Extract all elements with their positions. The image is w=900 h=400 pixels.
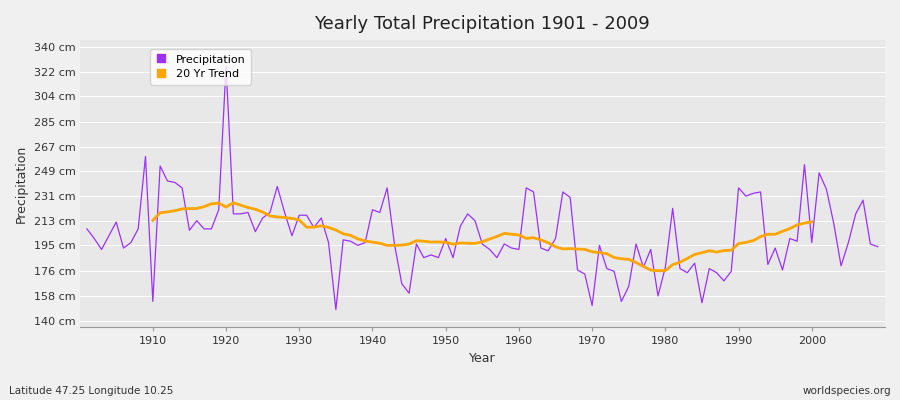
20 Yr Trend xyxy=(323,225,334,230)
Precipitation xyxy=(220,64,231,68)
20 Yr Trend xyxy=(799,221,810,226)
20 Yr Trend xyxy=(652,268,663,273)
20 Yr Trend xyxy=(309,225,320,230)
X-axis label: Year: Year xyxy=(469,352,496,365)
Line: 20 Yr Trend: 20 Yr Trend xyxy=(153,203,812,271)
20 Yr Trend xyxy=(718,248,729,253)
Text: worldspecies.org: worldspecies.org xyxy=(803,386,891,396)
Legend: Precipitation, 20 Yr Trend: Precipitation, 20 Yr Trend xyxy=(150,48,251,84)
Precipitation xyxy=(872,244,883,249)
Line: Precipitation: Precipitation xyxy=(87,66,878,310)
Title: Yearly Total Precipitation 1901 - 2009: Yearly Total Precipitation 1901 - 2009 xyxy=(314,15,650,33)
20 Yr Trend xyxy=(228,200,238,205)
Precipitation xyxy=(330,307,341,312)
20 Yr Trend xyxy=(148,218,158,223)
Precipitation xyxy=(360,240,371,245)
20 Yr Trend xyxy=(806,220,817,224)
20 Yr Trend xyxy=(235,203,246,208)
Precipitation xyxy=(521,186,532,190)
Precipitation xyxy=(140,154,151,159)
Precipitation xyxy=(616,299,626,304)
Text: Latitude 47.25 Longitude 10.25: Latitude 47.25 Longitude 10.25 xyxy=(9,386,174,396)
Precipitation xyxy=(82,226,93,231)
Precipitation xyxy=(528,190,539,194)
20 Yr Trend xyxy=(536,238,546,242)
Precipitation xyxy=(309,225,320,230)
Y-axis label: Precipitation: Precipitation xyxy=(15,145,28,223)
